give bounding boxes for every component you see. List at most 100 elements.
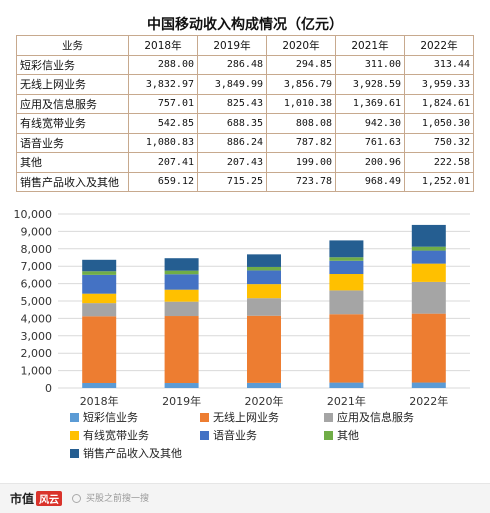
bar-segment xyxy=(247,266,281,271)
table-row: 无线上网业务 3,832.97 3,849.99 3,856.79 3,928.59 3,… xyxy=(16,74,474,95)
legend-label: 无线上网业务 xyxy=(213,410,279,424)
row-label: 短彩信业务 xyxy=(16,54,129,75)
bar-segment xyxy=(82,274,117,294)
bar-segment xyxy=(411,246,446,251)
table-cell: 787.82 xyxy=(266,132,336,153)
table-cell: 886.24 xyxy=(197,132,267,153)
revenue-table: 业务 2018年 2019年 2020年 2021年 2022年 短彩信业务 288.00 2… xyxy=(16,35,474,192)
table-header-cell: 2021年 xyxy=(335,35,405,56)
legend-swatch xyxy=(200,431,209,440)
legend-swatch xyxy=(70,431,79,440)
bar-segment xyxy=(329,314,364,383)
table-cell: 288.00 xyxy=(128,54,198,75)
footer-bar: 市值 风云 买股之前搜一搜 xyxy=(0,483,490,513)
bar-segment xyxy=(411,281,446,314)
table-header-cell: 2020年 xyxy=(266,35,336,56)
legend-swatch xyxy=(324,413,333,422)
row-label: 无线上网业务 xyxy=(16,74,129,95)
table-cell: 207.41 xyxy=(128,152,198,173)
row-label: 其他 xyxy=(16,152,129,173)
table-cell: 311.00 xyxy=(335,54,405,75)
table-row: 其他 207.41 207.43 199.00 200.96 222.58 xyxy=(16,152,474,173)
table-cell: 968.49 xyxy=(335,171,405,192)
table-cell: 723.78 xyxy=(266,171,336,192)
table-header-cell: 2019年 xyxy=(197,35,267,56)
table-cell: 761.63 xyxy=(335,132,405,153)
bar-segment xyxy=(247,298,281,316)
y-tick-label: 9,000 xyxy=(21,225,53,238)
legend-swatch xyxy=(70,449,79,458)
table-cell: 200.96 xyxy=(335,152,405,173)
search-icon xyxy=(72,494,81,503)
bar-segment xyxy=(82,293,117,304)
bar-segment xyxy=(247,254,281,267)
bar-segment xyxy=(164,383,199,388)
x-tick-label: 2021年 xyxy=(327,394,366,408)
row-label: 应用及信息服务 xyxy=(16,93,129,114)
table-cell: 1,369.61 xyxy=(335,93,405,114)
bar-segment xyxy=(411,313,446,383)
brand-logo: 市值 风云 xyxy=(10,490,63,507)
bar-segment xyxy=(329,290,364,315)
bar-segment xyxy=(329,382,364,388)
x-tick-label: 2020年 xyxy=(245,394,284,408)
y-tick-label: 7,000 xyxy=(21,260,53,273)
bar-segment xyxy=(247,382,281,388)
table-cell: 3,856.79 xyxy=(266,74,336,95)
legend-label: 销售产品收入及其他 xyxy=(83,446,182,460)
table-cell: 1,080.83 xyxy=(128,132,198,153)
legend-label: 语音业务 xyxy=(213,428,257,442)
legend-label: 其他 xyxy=(337,429,359,442)
table-cell: 286.48 xyxy=(197,54,267,75)
y-tick-label: 0 xyxy=(45,382,52,395)
bar-segment xyxy=(329,257,364,261)
table-cell: 1,050.30 xyxy=(404,113,474,134)
bar-segment xyxy=(411,382,446,388)
bar-segment xyxy=(164,274,199,290)
y-tick-label: 8,000 xyxy=(21,243,53,256)
table-cell: 199.00 xyxy=(266,152,336,173)
bar-segment xyxy=(329,260,364,275)
table-cell: 1,010.38 xyxy=(266,93,336,114)
table-body: 短彩信业务 288.00 286.48 294.85 311.00 313.44 无线上网业… xyxy=(16,54,474,192)
table-cell: 1,824.61 xyxy=(404,93,474,114)
bar-segment xyxy=(411,250,446,264)
table-cell: 222.58 xyxy=(404,152,474,173)
table-row: 销售产品收入及其他 659.12 715.25 723.78 968.49 1,252.0… xyxy=(16,171,474,192)
bar-segment xyxy=(164,289,199,302)
legend-label: 短彩信业务 xyxy=(83,410,138,424)
y-tick-label: 3,000 xyxy=(21,330,53,343)
bar-segment xyxy=(82,303,117,317)
table-cell: 757.01 xyxy=(128,93,198,114)
bar-segment xyxy=(82,382,117,388)
table-cell: 3,928.59 xyxy=(335,74,405,95)
bar-segment xyxy=(411,263,446,282)
table-cell: 688.35 xyxy=(197,113,267,134)
table-header-cell: 2018年 xyxy=(128,35,198,56)
brand-text: 市值 xyxy=(10,492,35,506)
table-cell: 715.25 xyxy=(197,171,267,192)
bar-segment xyxy=(329,240,364,258)
y-tick-label: 6,000 xyxy=(21,278,53,291)
table-cell: 825.43 xyxy=(197,93,267,114)
legend-label: 应用及信息服务 xyxy=(337,410,414,424)
search-field[interactable]: 买股之前搜一搜 xyxy=(72,490,212,508)
bar-segment xyxy=(247,270,281,285)
row-label: 有线宽带业务 xyxy=(16,113,129,134)
table-cell: 659.12 xyxy=(128,171,198,192)
table-header-cell: 2022年 xyxy=(404,35,474,56)
brand-box: 风云 xyxy=(36,491,63,506)
table-cell: 542.85 xyxy=(128,113,198,134)
bar-segment xyxy=(247,315,281,383)
table-title: 中国移动收入构成情况（亿元） xyxy=(147,17,343,33)
table-row: 语音业务 1,080.83 886.24 787.82 761.63 750.32 xyxy=(16,132,474,153)
y-tick-label: 5,000 xyxy=(21,295,53,308)
bar-segment xyxy=(164,258,199,271)
table-cell: 313.44 xyxy=(404,54,474,75)
table-header-row: 业务 2018年 2019年 2020年 2021年 2022年 xyxy=(16,35,474,56)
table-cell: 750.32 xyxy=(404,132,474,153)
x-tick-label: 2018年 xyxy=(80,394,119,408)
table-row: 短彩信业务 288.00 286.48 294.85 311.00 313.44 xyxy=(16,54,474,75)
bar-segment xyxy=(82,271,117,275)
table-cell: 207.43 xyxy=(197,152,267,173)
